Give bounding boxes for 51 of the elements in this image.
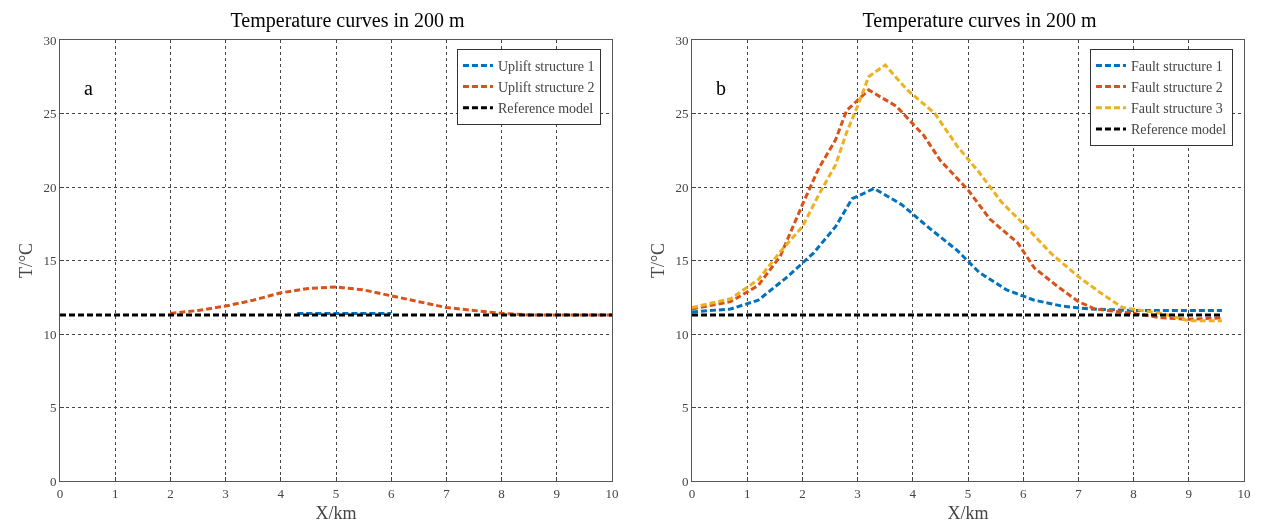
x-tick-label: 8 (498, 485, 505, 501)
x-tick-label: 1 (111, 485, 119, 501)
x-tick-label: 3 (854, 485, 861, 501)
annotation: a (84, 77, 93, 99)
y-tick-label: 0 (49, 473, 57, 489)
y-tick-label: 15 (43, 253, 57, 269)
x-tick-label: 9 (1185, 485, 1193, 501)
legend-label: Uplift structure 1 (497, 58, 595, 74)
x-tick-label: 6 (1019, 485, 1027, 501)
x-tick-label: 6 (387, 485, 395, 501)
x-tick-label: 2 (799, 485, 806, 501)
y-tick-label: 10 (675, 326, 689, 342)
x-tick-label: 4 (277, 485, 285, 501)
annotation: b (716, 77, 726, 99)
x-tick-label: 7 (1075, 485, 1083, 501)
legend-label: Reference model (497, 101, 594, 117)
y-tick-label: 15 (675, 253, 689, 269)
x-tick-label: 5 (964, 485, 972, 501)
y-tick-label: 0 (681, 473, 689, 489)
x-tick-label: 5 (332, 485, 340, 501)
y-tick-label: 10 (43, 326, 57, 342)
legend-label: Fault structure 1 (1130, 58, 1223, 74)
legend-label: Fault structure 2 (1130, 80, 1223, 96)
x-axis-title: X/km (315, 502, 357, 523)
y-axis-title: T/°C (15, 242, 36, 279)
chart-title: Temperature curves in 200 m (862, 9, 1098, 33)
y-tick-label: 30 (43, 32, 57, 48)
x-tick-label: 10 (605, 485, 619, 501)
x-tick-label: 10 (1237, 485, 1251, 501)
y-tick-label: 20 (43, 179, 57, 195)
x-tick-label: 9 (553, 485, 561, 501)
x-tick-label: 1 (743, 485, 751, 501)
y-tick-label: 30 (675, 32, 689, 48)
x-tick-label: 4 (909, 485, 917, 501)
legend-label: Fault structure 3 (1130, 101, 1223, 117)
line-series (692, 186, 1224, 314)
y-tick-label: 5 (681, 400, 689, 416)
x-tick-label: 3 (222, 485, 229, 501)
line-series (168, 285, 612, 317)
legend-label: Reference model (1130, 122, 1227, 138)
y-axis-title: T/°C (647, 242, 668, 279)
x-tick-label: 2 (167, 485, 174, 501)
y-tick-label: 25 (43, 106, 57, 122)
y-tick-label: 5 (49, 400, 57, 416)
x-axis-title: X/km (947, 502, 989, 523)
y-tick-label: 20 (675, 179, 689, 195)
x-tick-label: 8 (1130, 485, 1137, 501)
x-tick-label: 7 (443, 485, 451, 501)
legend-label: Uplift structure 2 (497, 80, 595, 96)
y-tick-label: 25 (675, 106, 689, 122)
chart-title: Temperature curves in 200 m (230, 9, 466, 33)
